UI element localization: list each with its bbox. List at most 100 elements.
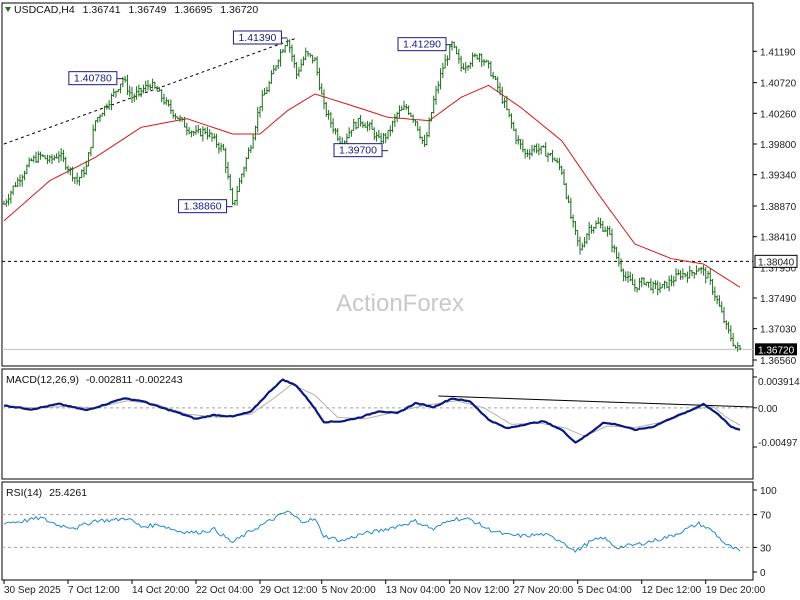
- ohlc-open: 1.36741: [83, 4, 121, 16]
- price-bar: [98, 114, 102, 123]
- time-tick-label: 5 Nov 20:00: [322, 585, 376, 596]
- price-bar: [683, 273, 687, 278]
- last-price-tag-text: 1.36720: [758, 345, 795, 356]
- price-tick-label: 1.40260: [760, 109, 797, 120]
- rsi-panel: [1, 481, 754, 581]
- price-bar: [672, 276, 675, 287]
- price-bar: [169, 99, 173, 114]
- price-bar: [27, 157, 31, 168]
- time-tick-label: 12 Dec 12:00: [642, 585, 702, 596]
- price-bar: [389, 125, 392, 137]
- price-bar: [194, 125, 198, 135]
- price-bar: [469, 61, 472, 69]
- price-bar: [610, 228, 614, 253]
- price-bar: [192, 130, 195, 137]
- price-bar: [151, 78, 154, 89]
- price-bar: [165, 97, 168, 106]
- price-bar: [601, 220, 605, 232]
- price-bar: [654, 280, 657, 290]
- macd-tick-label: -0.00497: [758, 438, 798, 449]
- price-bar: [521, 139, 525, 153]
- price-bar: [55, 153, 58, 159]
- price-bar: [217, 142, 221, 154]
- price-bar: [347, 127, 351, 139]
- price-bar: [117, 89, 120, 93]
- price-bar: [366, 120, 369, 132]
- price-bar: [7, 193, 10, 206]
- price-bar: [485, 59, 488, 63]
- price-bar: [290, 44, 294, 62]
- price-bar: [626, 271, 630, 283]
- price-bar: [405, 104, 408, 110]
- price-bar: [286, 39, 289, 47]
- price-bar: [693, 272, 696, 279]
- price-tick-label: 1.37950: [760, 263, 797, 274]
- time-tick-label: 13 Nov 04:00: [386, 585, 446, 596]
- price-bar: [590, 224, 593, 234]
- price-bar: [393, 114, 397, 127]
- price-bar: [32, 155, 35, 163]
- price-bar: [398, 105, 401, 118]
- price-bar: [551, 149, 554, 163]
- price-bar: [578, 236, 582, 255]
- price-bar: [656, 280, 659, 296]
- price-bar: [137, 84, 141, 97]
- price-bar: [363, 122, 367, 128]
- price-bar: [329, 111, 333, 128]
- price-bar: [313, 56, 317, 62]
- price-bar: [181, 117, 184, 122]
- price-bar: [480, 53, 483, 67]
- price-bar: [434, 85, 438, 105]
- price-bar: [382, 132, 385, 144]
- price-bar: [649, 278, 653, 291]
- price-bar: [103, 105, 106, 116]
- price-bar: [37, 151, 40, 164]
- price-bar: [126, 74, 129, 96]
- time-tick-label: 14 Oct 20:00: [132, 585, 190, 596]
- price-bar: [549, 153, 552, 157]
- price-bar: [110, 93, 113, 111]
- price-bar: [645, 281, 648, 287]
- price-bar: [624, 271, 627, 281]
- macd-signal-line: [3, 383, 741, 437]
- price-bar: [89, 146, 93, 157]
- price-bar: [311, 54, 314, 64]
- price-bar: [674, 268, 678, 282]
- price-bar: [167, 99, 170, 107]
- price-bar: [414, 119, 417, 127]
- price-bar: [350, 129, 353, 137]
- price-annotation-label: 1.40780: [74, 73, 112, 85]
- level-tag-text: 1.38040: [758, 257, 795, 268]
- price-bar: [9, 190, 13, 204]
- price-bar: [731, 333, 735, 347]
- price-bar: [242, 166, 246, 178]
- price-tick-label: 1.36560: [760, 356, 797, 367]
- price-annotation: 1.41290: [397, 37, 452, 52]
- time-tick-label: 27 Nov 20:00: [514, 585, 574, 596]
- price-bar: [553, 157, 557, 162]
- price-bar: [587, 221, 591, 241]
- price-bar: [2, 200, 6, 205]
- price-bar: [128, 85, 131, 97]
- rsi-header: RSI(14) 25.4261: [6, 487, 87, 499]
- price-bar: [78, 176, 81, 186]
- price-bar: [471, 52, 474, 67]
- price-bar: [720, 301, 723, 313]
- price-bar: [238, 178, 241, 193]
- price-bar: [489, 61, 493, 77]
- price-bar: [201, 126, 205, 142]
- price-bar: [146, 80, 150, 91]
- macd-axis: 0.003914 0.00 -0.00497: [753, 376, 800, 449]
- price-bar: [569, 197, 573, 220]
- price-bar: [50, 154, 54, 165]
- price-bar: [199, 128, 202, 137]
- last-price-tag: 1.36720: [755, 343, 797, 356]
- price-bar: [213, 133, 216, 140]
- price-bar: [537, 143, 541, 156]
- price-bar: [608, 226, 611, 235]
- price-bar: [651, 281, 655, 294]
- price-bar: [391, 120, 394, 133]
- price-bar: [418, 126, 422, 140]
- price-bar: [409, 112, 413, 117]
- price-bar: [256, 106, 259, 133]
